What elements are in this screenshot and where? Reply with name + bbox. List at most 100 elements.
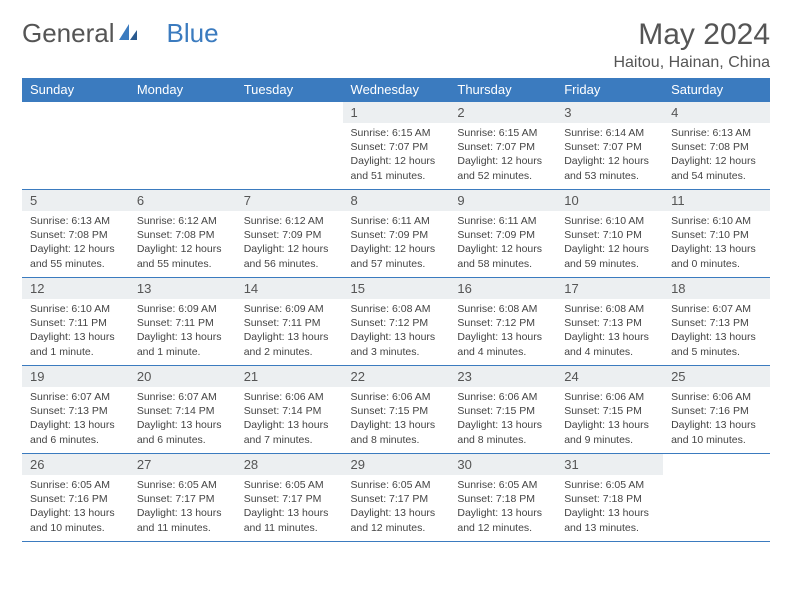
day-number: 18 — [663, 278, 770, 299]
calendar-day-cell: 18Sunrise: 6:07 AMSunset: 7:13 PMDayligh… — [663, 278, 770, 366]
calendar-day-cell: 2Sunrise: 6:15 AMSunset: 7:07 PMDaylight… — [449, 102, 556, 190]
day-number: 14 — [236, 278, 343, 299]
day-content: Sunrise: 6:14 AMSunset: 7:07 PMDaylight:… — [556, 123, 663, 188]
weekday-header-row: SundayMondayTuesdayWednesdayThursdayFrid… — [22, 78, 770, 102]
day-number: 4 — [663, 102, 770, 123]
weekday-header: Sunday — [22, 78, 129, 102]
logo-text-2: Blue — [167, 18, 219, 49]
calendar-day-cell: 16Sunrise: 6:08 AMSunset: 7:12 PMDayligh… — [449, 278, 556, 366]
day-number: 25 — [663, 366, 770, 387]
header: General Blue May 2024 Haitou, Hainan, Ch… — [22, 18, 770, 72]
calendar-empty-cell — [129, 102, 236, 190]
calendar-day-cell: 21Sunrise: 6:06 AMSunset: 7:14 PMDayligh… — [236, 366, 343, 454]
day-number: 12 — [22, 278, 129, 299]
day-content: Sunrise: 6:05 AMSunset: 7:18 PMDaylight:… — [556, 475, 663, 540]
weekday-header: Friday — [556, 78, 663, 102]
day-content: Sunrise: 6:08 AMSunset: 7:12 PMDaylight:… — [343, 299, 450, 364]
day-number: 2 — [449, 102, 556, 123]
day-content: Sunrise: 6:15 AMSunset: 7:07 PMDaylight:… — [449, 123, 556, 188]
calendar-day-cell: 4Sunrise: 6:13 AMSunset: 7:08 PMDaylight… — [663, 102, 770, 190]
day-content: Sunrise: 6:10 AMSunset: 7:10 PMDaylight:… — [663, 211, 770, 276]
day-content: Sunrise: 6:12 AMSunset: 7:09 PMDaylight:… — [236, 211, 343, 276]
day-number: 3 — [556, 102, 663, 123]
day-content: Sunrise: 6:07 AMSunset: 7:13 PMDaylight:… — [663, 299, 770, 364]
calendar-week-row: 19Sunrise: 6:07 AMSunset: 7:13 PMDayligh… — [22, 366, 770, 454]
sail-icon — [117, 18, 139, 49]
calendar-day-cell: 28Sunrise: 6:05 AMSunset: 7:17 PMDayligh… — [236, 454, 343, 542]
calendar-day-cell: 6Sunrise: 6:12 AMSunset: 7:08 PMDaylight… — [129, 190, 236, 278]
day-content: Sunrise: 6:11 AMSunset: 7:09 PMDaylight:… — [449, 211, 556, 276]
calendar-day-cell: 29Sunrise: 6:05 AMSunset: 7:17 PMDayligh… — [343, 454, 450, 542]
day-content: Sunrise: 6:05 AMSunset: 7:17 PMDaylight:… — [236, 475, 343, 540]
day-content: Sunrise: 6:06 AMSunset: 7:15 PMDaylight:… — [449, 387, 556, 452]
day-number: 20 — [129, 366, 236, 387]
day-content: Sunrise: 6:06 AMSunset: 7:15 PMDaylight:… — [343, 387, 450, 452]
title-block: May 2024 Haitou, Hainan, China — [613, 18, 770, 72]
day-content: Sunrise: 6:06 AMSunset: 7:16 PMDaylight:… — [663, 387, 770, 452]
calendar-day-cell: 8Sunrise: 6:11 AMSunset: 7:09 PMDaylight… — [343, 190, 450, 278]
calendar-day-cell: 15Sunrise: 6:08 AMSunset: 7:12 PMDayligh… — [343, 278, 450, 366]
day-number: 29 — [343, 454, 450, 475]
calendar-day-cell: 22Sunrise: 6:06 AMSunset: 7:15 PMDayligh… — [343, 366, 450, 454]
calendar-week-row: 26Sunrise: 6:05 AMSunset: 7:16 PMDayligh… — [22, 454, 770, 542]
day-number: 26 — [22, 454, 129, 475]
calendar-day-cell: 20Sunrise: 6:07 AMSunset: 7:14 PMDayligh… — [129, 366, 236, 454]
day-content: Sunrise: 6:10 AMSunset: 7:11 PMDaylight:… — [22, 299, 129, 364]
calendar-empty-cell — [236, 102, 343, 190]
calendar-day-cell: 19Sunrise: 6:07 AMSunset: 7:13 PMDayligh… — [22, 366, 129, 454]
day-content: Sunrise: 6:12 AMSunset: 7:08 PMDaylight:… — [129, 211, 236, 276]
day-number: 5 — [22, 190, 129, 211]
day-number: 31 — [556, 454, 663, 475]
day-content: Sunrise: 6:06 AMSunset: 7:14 PMDaylight:… — [236, 387, 343, 452]
calendar-body: 1Sunrise: 6:15 AMSunset: 7:07 PMDaylight… — [22, 102, 770, 542]
logo: General Blue — [22, 18, 219, 49]
day-content: Sunrise: 6:10 AMSunset: 7:10 PMDaylight:… — [556, 211, 663, 276]
calendar-empty-cell — [663, 454, 770, 542]
calendar-table: SundayMondayTuesdayWednesdayThursdayFrid… — [22, 78, 770, 542]
day-number: 22 — [343, 366, 450, 387]
day-content: Sunrise: 6:07 AMSunset: 7:13 PMDaylight:… — [22, 387, 129, 452]
calendar-empty-cell — [22, 102, 129, 190]
day-number: 1 — [343, 102, 450, 123]
calendar-day-cell: 14Sunrise: 6:09 AMSunset: 7:11 PMDayligh… — [236, 278, 343, 366]
day-number: 8 — [343, 190, 450, 211]
calendar-day-cell: 1Sunrise: 6:15 AMSunset: 7:07 PMDaylight… — [343, 102, 450, 190]
day-number: 16 — [449, 278, 556, 299]
day-number: 13 — [129, 278, 236, 299]
logo-text-1: General — [22, 18, 115, 49]
day-content: Sunrise: 6:05 AMSunset: 7:16 PMDaylight:… — [22, 475, 129, 540]
calendar-day-cell: 9Sunrise: 6:11 AMSunset: 7:09 PMDaylight… — [449, 190, 556, 278]
day-number: 30 — [449, 454, 556, 475]
day-number: 9 — [449, 190, 556, 211]
day-content: Sunrise: 6:09 AMSunset: 7:11 PMDaylight:… — [236, 299, 343, 364]
day-number: 10 — [556, 190, 663, 211]
weekday-header: Saturday — [663, 78, 770, 102]
calendar-day-cell: 17Sunrise: 6:08 AMSunset: 7:13 PMDayligh… — [556, 278, 663, 366]
month-title: May 2024 — [613, 18, 770, 52]
day-content: Sunrise: 6:05 AMSunset: 7:17 PMDaylight:… — [343, 475, 450, 540]
location: Haitou, Hainan, China — [613, 54, 770, 72]
calendar-week-row: 1Sunrise: 6:15 AMSunset: 7:07 PMDaylight… — [22, 102, 770, 190]
day-number: 11 — [663, 190, 770, 211]
day-number: 7 — [236, 190, 343, 211]
day-number: 27 — [129, 454, 236, 475]
day-content: Sunrise: 6:11 AMSunset: 7:09 PMDaylight:… — [343, 211, 450, 276]
calendar-day-cell: 24Sunrise: 6:06 AMSunset: 7:15 PMDayligh… — [556, 366, 663, 454]
weekday-header: Wednesday — [343, 78, 450, 102]
day-number: 24 — [556, 366, 663, 387]
calendar-day-cell: 7Sunrise: 6:12 AMSunset: 7:09 PMDaylight… — [236, 190, 343, 278]
day-content: Sunrise: 6:05 AMSunset: 7:18 PMDaylight:… — [449, 475, 556, 540]
weekday-header: Thursday — [449, 78, 556, 102]
day-content: Sunrise: 6:13 AMSunset: 7:08 PMDaylight:… — [663, 123, 770, 188]
calendar-day-cell: 5Sunrise: 6:13 AMSunset: 7:08 PMDaylight… — [22, 190, 129, 278]
calendar-day-cell: 12Sunrise: 6:10 AMSunset: 7:11 PMDayligh… — [22, 278, 129, 366]
calendar-day-cell: 11Sunrise: 6:10 AMSunset: 7:10 PMDayligh… — [663, 190, 770, 278]
day-number: 21 — [236, 366, 343, 387]
calendar-day-cell: 13Sunrise: 6:09 AMSunset: 7:11 PMDayligh… — [129, 278, 236, 366]
day-content: Sunrise: 6:08 AMSunset: 7:13 PMDaylight:… — [556, 299, 663, 364]
calendar-day-cell: 26Sunrise: 6:05 AMSunset: 7:16 PMDayligh… — [22, 454, 129, 542]
day-content: Sunrise: 6:13 AMSunset: 7:08 PMDaylight:… — [22, 211, 129, 276]
calendar-day-cell: 23Sunrise: 6:06 AMSunset: 7:15 PMDayligh… — [449, 366, 556, 454]
day-content: Sunrise: 6:05 AMSunset: 7:17 PMDaylight:… — [129, 475, 236, 540]
day-number: 28 — [236, 454, 343, 475]
